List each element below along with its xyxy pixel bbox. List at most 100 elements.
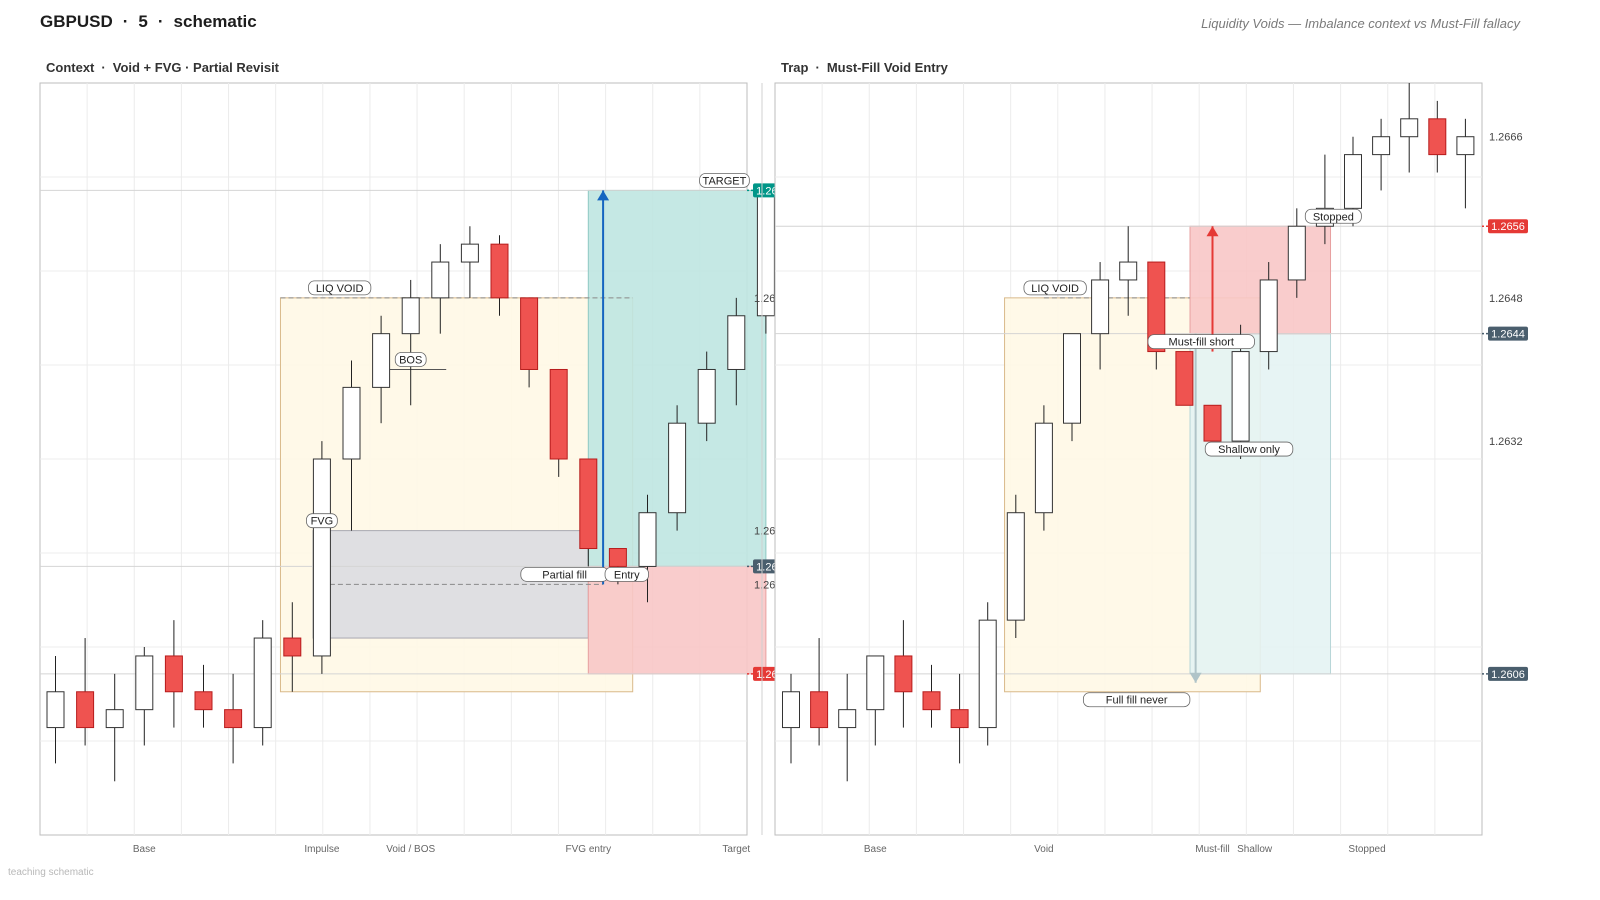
x-axis-label: Must-fill [1195,844,1229,855]
candle-bear [224,709,243,729]
candle-bull [1119,261,1138,281]
candle-bear [894,655,913,693]
annotation-pill [604,566,649,582]
price-badge [1488,326,1528,341]
annotation-label: FVG [311,516,334,528]
price-badge [1488,666,1528,681]
candle-bull [782,691,800,729]
x-axis-label: Base [864,844,887,855]
annotation-label: Shallow only [1218,444,1280,456]
candle-bear [922,691,941,711]
candle-bear [810,691,829,729]
chart-subtitle: Liquidity Voids — Imbalance context vs M… [1201,16,1520,31]
x-axis-label: Base [133,844,156,855]
candle-bull [401,297,420,335]
candle-bear [283,637,302,657]
candle-bull [1006,512,1025,621]
candle-bull [105,709,124,729]
candle-bull [838,709,857,729]
x-axis-label: Void [1034,844,1053,855]
price-badge-label: 1.2644 [1491,329,1525,341]
candle-bull [1372,136,1391,156]
candle-bear [520,297,539,370]
candle-bull [1259,279,1278,353]
candle-bull [978,619,997,729]
candle-bull [253,637,272,729]
annotation-label: Full fill never [1106,695,1168,707]
chart-header: GBPUSD · 5 · schematic [40,12,257,31]
annotation-label: LIQ VOID [316,283,364,295]
candle-bull [638,512,657,567]
candle-bear [490,243,509,299]
mode-label: schematic [173,12,257,31]
right-panel-caption: Must-Fill Void Entry [826,60,948,75]
candle-bull [460,243,479,263]
annotation-pill [1204,441,1294,457]
x-axis-label: Stopped [1348,844,1385,855]
zone-shallow [1189,333,1332,675]
candle-bear [608,548,627,567]
chart-panel-2: LIQ VOID Must-fill short Shallow only Full … [774,82,1528,855]
candle-bull [1034,422,1053,514]
y-tick-label: 1.2648 [1489,293,1523,305]
right-panel-title: Trap · Must-Fill Void Entry [781,60,948,75]
left-panel-label: Context [46,60,95,75]
candle-bear [76,691,95,729]
price-badge-label: 1.2656 [1491,221,1525,233]
candle-bull [135,655,154,711]
annotation-pill [1304,208,1362,224]
annotation-label: Partial fill [542,569,587,581]
annotation-pill [1147,334,1255,350]
x-axis-label: Shallow [1237,844,1273,855]
timeframe[interactable]: 5 [138,12,148,31]
right-panel-label: Trap [781,60,809,75]
candle-bull [1287,225,1306,281]
arrow-head [597,190,610,201]
price-badge-label: 1.2606 [1491,669,1525,681]
footer-note: teaching schematic [8,867,94,878]
annotation-pill [699,173,750,188]
candle-bull [1231,351,1250,442]
x-axis-label: Target [722,844,750,855]
candle-bear [1203,404,1222,442]
candle-bull [342,386,361,460]
candle-bull [431,261,450,299]
y-tick-label: 1.2632 [1489,436,1523,448]
annotation-pill [308,280,372,296]
candle-bull [1400,118,1419,138]
candle-bull [312,458,331,657]
candle-bear [1428,118,1447,156]
candle-bull [866,655,885,711]
annotation-pill [1082,692,1191,708]
annotation-pill [306,513,338,529]
y-tick-label: 1.2666 [1489,132,1523,144]
annotation-label: Stopped [1313,211,1354,223]
candle-bear [1147,261,1166,353]
arrow-head [1189,672,1202,683]
candle-bear [164,655,183,693]
annotation-pill [394,352,427,367]
annotation-label: Entry [614,569,640,581]
annotation-label: TARGET [703,175,747,187]
candle-bull [697,368,716,424]
symbol[interactable]: GBPUSD [40,12,113,31]
candle-bull [1344,154,1362,209]
x-axis-label: Impulse [304,844,339,855]
candle-bear [950,709,969,729]
candle-bull [1456,136,1475,156]
price-badge [1488,219,1528,234]
candle-bear [1175,351,1194,406]
candle-bull [1091,279,1110,335]
candle-bull [46,691,65,729]
candle-bull [727,315,746,370]
x-axis-label: Void / BOS [386,844,435,855]
candle-bull [668,422,687,514]
candle-bull [1063,333,1081,424]
candle-bear [549,368,568,460]
arrow-head [1206,226,1219,237]
annotation-label: Must-fill short [1169,337,1234,349]
candle-bear [579,458,598,550]
candle-bear [194,691,213,711]
x-axis-label: FVG entry [566,844,612,855]
